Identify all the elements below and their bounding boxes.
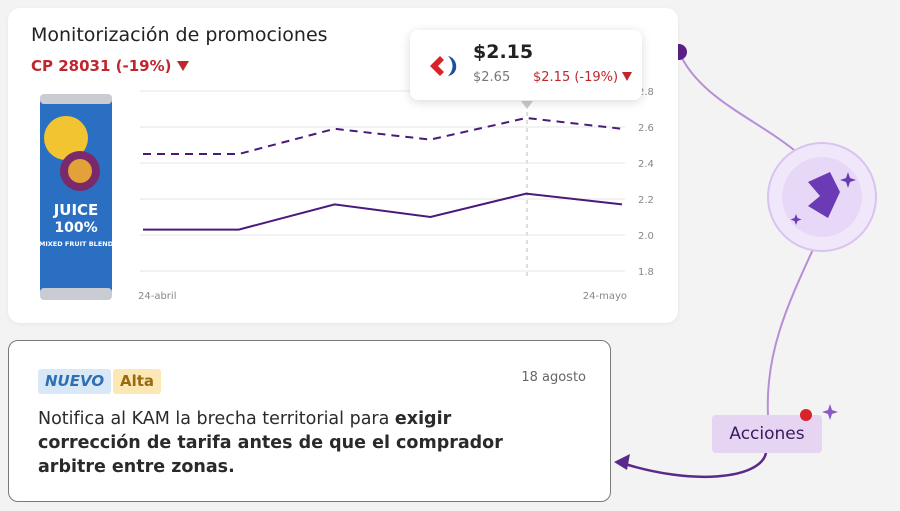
- alert-card: NUEVO Alta 18 agosto Notifica al KAM la …: [8, 340, 611, 502]
- tooltip-change-text: $2.15 (-19%): [533, 70, 619, 85]
- series-line: [143, 192, 623, 231]
- tooltip-change: $2.15 (-19%): [533, 70, 633, 85]
- y-tick-label: 2.8: [638, 87, 654, 98]
- notification-dot: [800, 409, 812, 421]
- alert-message: Notifica al KAM la brecha territorial pa…: [38, 407, 558, 479]
- card-title: Monitorización de promociones: [31, 24, 328, 46]
- store-logo: [430, 56, 457, 76]
- subtitle-text: CP 28031 (-19%): [31, 57, 172, 75]
- fruit: [68, 159, 92, 183]
- ai-logo: [808, 172, 840, 218]
- card-subtitle: CP 28031 (-19%): [31, 57, 189, 75]
- series-line: [143, 116, 623, 155]
- x-tick-label: 24-abril: [138, 291, 176, 302]
- can-top: [40, 94, 112, 104]
- can-text: JUICE: [53, 201, 99, 219]
- tooltip: $2.15 $2.65 $2.15 (-19%): [410, 30, 642, 100]
- alert-date: 18 agosto: [521, 370, 586, 385]
- y-tick-label: 2.4: [638, 159, 654, 170]
- monitor-card: Monitorización de promociones CP 28031 (…: [8, 8, 678, 323]
- y-tick-label: 2.2: [638, 195, 654, 206]
- connector: [678, 51, 801, 156]
- can-text: MIXED FRUIT BLEND: [39, 240, 114, 248]
- sparkle: [840, 172, 856, 188]
- fruit: [44, 116, 88, 160]
- y-tick-label: 2.0: [638, 231, 654, 242]
- y-tick-label: 2.6: [638, 123, 654, 134]
- message-text: Notifica al KAM la brecha territorial pa…: [38, 409, 395, 429]
- arrow: [621, 452, 768, 479]
- badge-new: NUEVO: [38, 369, 112, 394]
- x-tick-label: 24-mayo: [583, 291, 627, 302]
- sparkle: [822, 404, 838, 420]
- actions-button[interactable]: Acciones: [712, 415, 822, 453]
- y-tick-label: 1.8: [638, 267, 654, 278]
- product-can: JUICE 100% MIXED FRUIT BLEND: [39, 94, 114, 300]
- chart: JUICE 100% MIXED FRUIT BLEND 1.8 2.0 2.2 2.…: [39, 87, 654, 302]
- hover-marker: [521, 101, 533, 109]
- can-bottom: [40, 288, 112, 300]
- down-icon: [176, 61, 189, 71]
- arrow-head: [614, 454, 630, 470]
- badge-priority: Alta: [113, 369, 162, 394]
- tooltip-previous: $2.65: [473, 70, 511, 85]
- sparkle: [790, 214, 802, 225]
- down-icon: [622, 72, 633, 81]
- tooltip-price: $2.15: [473, 41, 534, 63]
- connector: [766, 244, 816, 416]
- can-text: 100%: [54, 220, 97, 236]
- message-emphasis: exigir corrección de tarifa antes de que…: [38, 409, 503, 477]
